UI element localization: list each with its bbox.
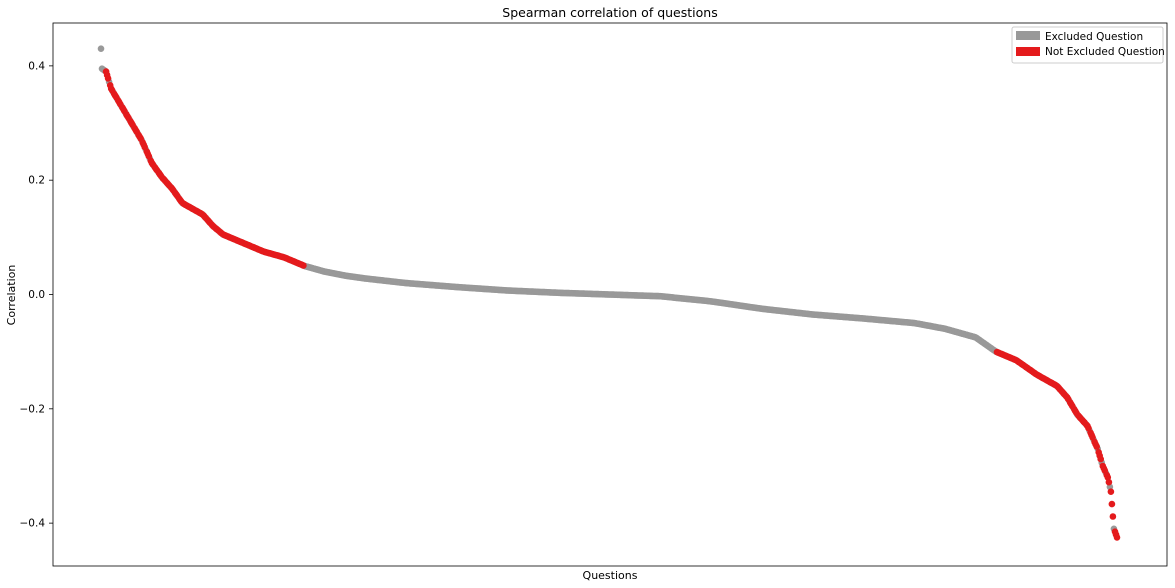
- data-point: [1107, 488, 1115, 496]
- legend-swatch-not-excluded: [1016, 47, 1040, 56]
- data-point: [97, 45, 105, 52]
- y-tick-label: 0.2: [28, 175, 45, 187]
- data-point: [1109, 513, 1117, 520]
- x-axis-label: Questions: [583, 569, 638, 582]
- y-axis-label: Correlation: [5, 265, 18, 326]
- legend: Excluded Question Not Excluded Question: [1011, 26, 1165, 64]
- data-point: [1097, 455, 1104, 463]
- data-point: [1093, 443, 1100, 450]
- y-tick-label: 0.0: [28, 289, 45, 301]
- data-points: [97, 45, 1121, 541]
- legend-swatch-excluded: [1016, 31, 1040, 40]
- legend-box: [1011, 26, 1164, 64]
- y-tick-label: 0.4: [28, 60, 45, 72]
- chart-title: Spearman correlation of questions: [502, 5, 717, 20]
- data-point: [1108, 500, 1116, 508]
- legend-label-not-excluded: Not Excluded Question: [1045, 46, 1165, 58]
- data-point: [1105, 478, 1113, 486]
- data-point: [104, 75, 112, 82]
- data-point: [1113, 534, 1121, 541]
- y-tick-label: −0.4: [20, 518, 46, 530]
- legend-label-excluded: Excluded Question: [1045, 31, 1143, 43]
- data-point: [300, 262, 307, 269]
- y-tick-label: −0.2: [20, 403, 46, 415]
- y-axis-ticks: 0.4 0.2 0.0 −0.2 −0.4: [20, 60, 53, 530]
